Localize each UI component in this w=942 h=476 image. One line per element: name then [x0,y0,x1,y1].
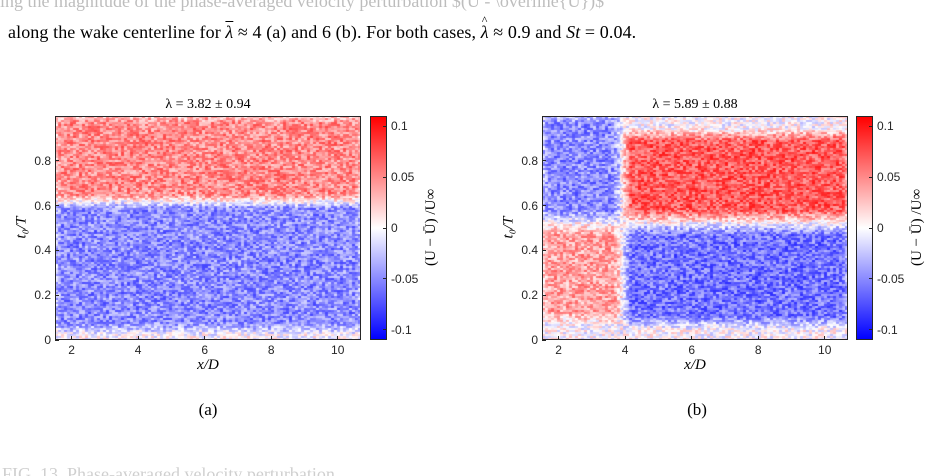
x-tick-label: 6 [688,343,696,357]
x-axis-label: x/D [684,357,706,373]
y-tick [55,294,59,296]
y-tick [55,205,59,207]
colorbar-tick-label: -0.1 [391,322,412,337]
colorbar-tick-label: 0.05 [877,170,901,185]
x-axis-label: x/D [197,357,219,373]
heatmap-pixels [55,116,361,340]
colorbar-tick-label: 0.1 [391,119,408,134]
x-tick [270,336,272,340]
heatmap-image [55,116,361,340]
colorbar-tick [383,227,387,229]
x-tick [71,336,73,340]
x-tick-label: 10 [818,343,832,357]
next-caption-fragment: FIG. 13. Phase-averaged velocity perturb… [0,458,942,476]
colorbar-tick-label: -0.05 [391,271,419,286]
panel-label: (a) [198,400,218,419]
strouhal-symbol: St [566,22,581,42]
caption-previous-line: ing the magnitude of the phase-averaged … [0,0,605,11]
colorbar-tick-label: -0.05 [877,271,905,286]
y-tick [55,339,59,341]
x-tick-label: 4 [134,343,142,357]
x-tick-label: 4 [621,343,629,357]
x-tick-label: 8 [754,343,762,357]
y-tick-label: 0.8 [34,153,51,168]
colorbar-tick [383,329,387,331]
colorbar-tick-label: -0.1 [877,322,898,337]
x-tick [824,336,826,340]
y-tick-label: 0.4 [521,243,538,258]
y-tick-label: 0.8 [521,153,538,168]
x-tick-label: 8 [267,343,275,357]
x-tick-label: 2 [555,343,562,357]
chart-title: λ = 3.82 ± 0.94 [165,97,251,112]
next-caption-text: FIG. 13. Phase-averaged velocity perturb… [2,464,349,476]
x-tick [337,336,339,340]
x-tick [137,336,139,340]
x-tick [691,336,693,340]
y-tick [542,205,546,207]
y-tick-label: 0.6 [34,198,51,213]
colorbar-tick-label: 0 [391,221,398,235]
y-tick [55,160,59,162]
colorbar-tick [869,176,873,178]
chart-title: λ = 5.89 ± 0.88 [652,97,738,112]
y-tick [542,249,546,251]
y-tick-label: 0 [44,333,51,347]
x-tick-label: 2 [68,343,75,357]
lambda-bar-symbol: λ [225,22,234,42]
y-tick-label: 0.4 [34,243,51,258]
y-axis-label: t₀/T [500,216,517,239]
colorbar-label: (U − Ū) /U∞ [423,188,440,267]
x-tick-label: 10 [331,343,345,357]
caption-approx-a: ≈ 4 (a) and 6 (b). For both cases, [233,22,481,42]
y-tick [542,294,546,296]
lambda-hat-symbol: λ [481,13,489,43]
colorbar-tick-label: 0 [877,221,884,235]
y-axis-label: t₀/T [13,216,30,239]
x-tick [204,336,206,340]
colorbar-tick [383,125,387,127]
colorbar-tick [869,278,873,280]
panel-label: (b) [687,400,707,419]
colorbar-tick [869,329,873,331]
caption-prefix: along the wake centerline for [8,22,226,42]
colorbar-tick [383,278,387,280]
heatmap-pixels [542,116,848,340]
colorbar-tick [383,176,387,178]
x-tick [558,336,560,340]
y-tick [55,249,59,251]
y-tick-label: 0.6 [521,198,538,213]
colorbar-tick [869,227,873,229]
x-tick [757,336,759,340]
figure-caption: ing the magnitude of the phase-averaged … [0,0,942,60]
y-tick-label: 0 [531,333,538,347]
y-tick-label: 0.2 [521,288,538,303]
y-tick [542,339,546,341]
x-tick [624,336,626,340]
colorbar-tick [869,125,873,127]
x-tick-label: 6 [201,343,209,357]
caption-approx-b: ≈ 0.9 and [488,22,567,42]
caption-strouhal-value: = 0.04. [580,22,637,42]
y-tick [542,160,546,162]
y-tick-label: 0.2 [34,288,51,303]
colorbar-tick-label: 0.05 [391,170,415,185]
caption-text: along the wake centerline for λ ≈ 4 (a) … [8,13,637,43]
colorbar-label: (U − Ū) /U∞ [909,188,926,267]
colorbar-tick-label: 0.1 [877,119,894,134]
heatmap-image [542,116,848,340]
